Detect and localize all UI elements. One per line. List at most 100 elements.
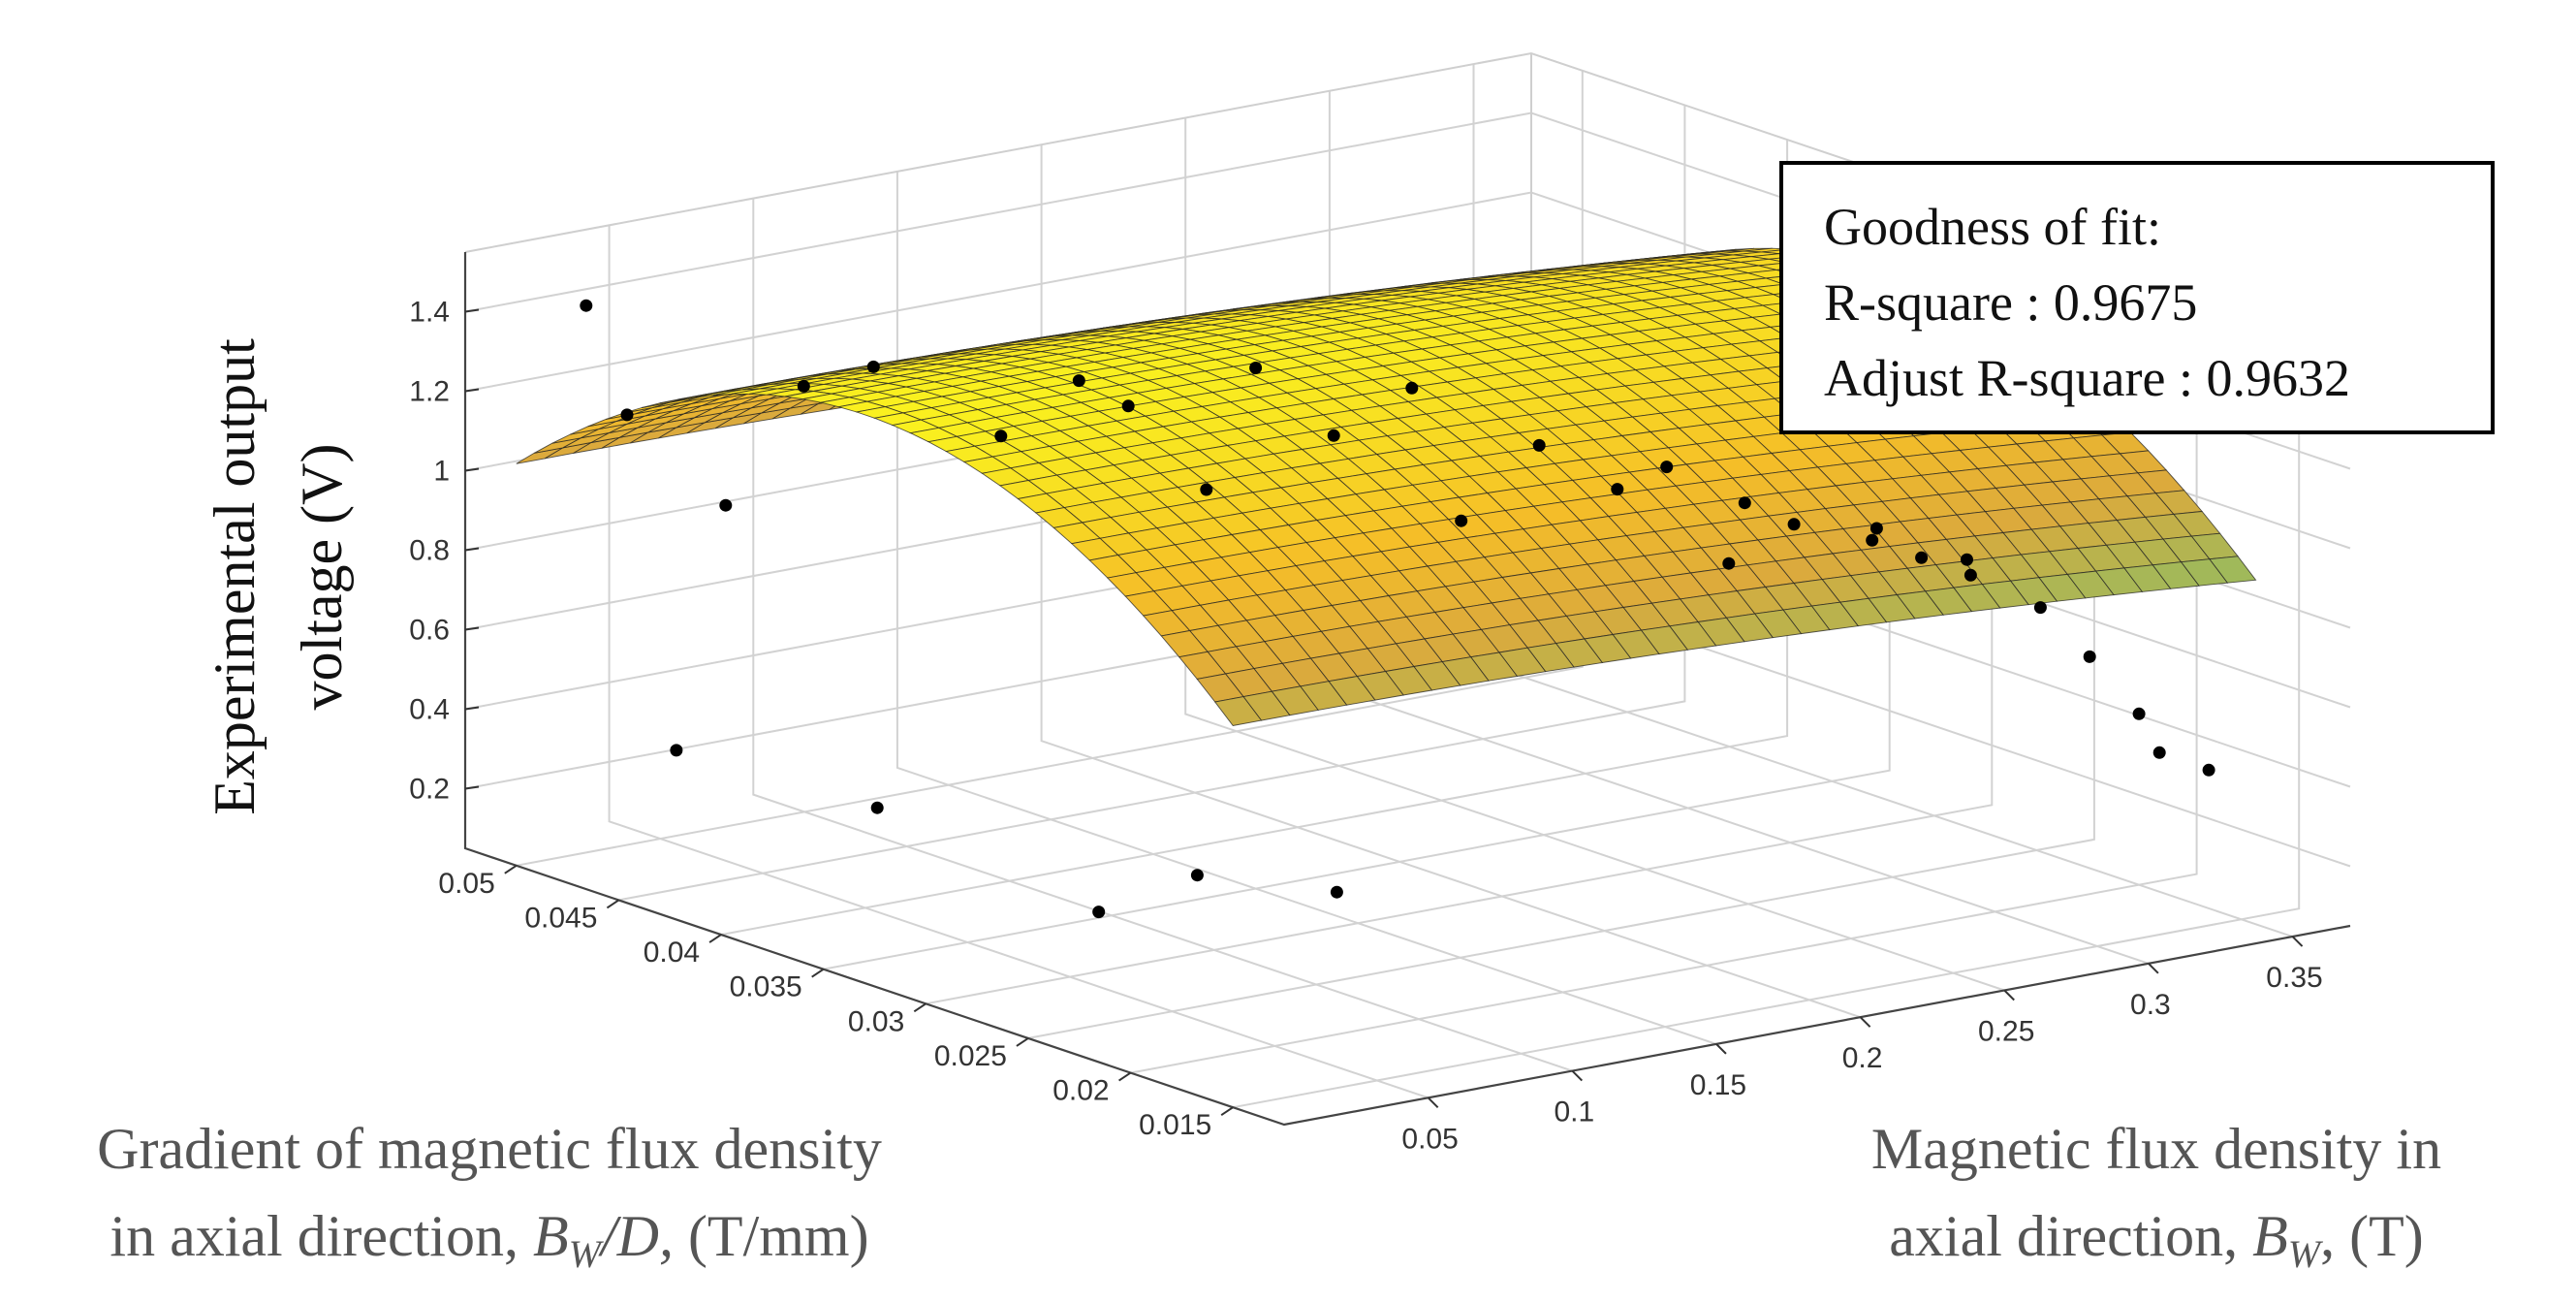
z-tick-label: 1.4 [409, 297, 450, 329]
y-axis-label-sub: W [2288, 1232, 2324, 1276]
data-point [1722, 556, 1736, 570]
x-axis-label-line1: Gradient of magnetic flux density [97, 1117, 882, 1181]
x-axis-label-prefix: in axial direction, [110, 1204, 533, 1268]
data-point [1072, 374, 1085, 388]
y-axis-label-line1: Magnetic flux density in [1871, 1117, 2441, 1181]
data-point [1405, 381, 1419, 395]
z-tick-mark [464, 785, 480, 790]
data-point [1660, 461, 1674, 474]
grid-line-x [1233, 312, 2301, 1109]
data-point [1121, 399, 1135, 413]
floor-pane [465, 650, 2350, 1125]
x-tick-mark [504, 864, 518, 874]
x-axis-label-sub: W [569, 1232, 605, 1276]
x-tick-label: 0.04 [644, 937, 700, 969]
data-point [2202, 763, 2215, 777]
data-point [2083, 650, 2096, 663]
data-point [1915, 551, 1929, 564]
z-tick-mark [464, 308, 480, 313]
y-tick-label: 0.25 [1978, 1016, 2034, 1048]
y-tick-label: 0.3 [2130, 989, 2171, 1021]
z-tick-mark [464, 547, 480, 552]
y-tick-label: 0.05 [1401, 1123, 1458, 1155]
data-point [1738, 496, 1751, 510]
axis-ticks: 0.2 0.4 0.6 0.8 1 1.2 1.4 0.015 0.02 0.025 0.03 0.0… [409, 297, 2322, 1156]
data-point [670, 744, 683, 757]
fit-box-line3: Adjust R-square : 0.9632 [1824, 349, 2350, 407]
y-tick-label: 0.1 [1554, 1096, 1594, 1128]
y-tick-label: 0.35 [2266, 962, 2322, 994]
data-point [1327, 429, 1340, 442]
data-point [580, 299, 593, 312]
x-tick-mark [708, 934, 722, 943]
x-tick-mark [913, 1002, 927, 1013]
fit-box-frame [1779, 161, 2495, 434]
x-tick-label: 0.015 [1139, 1109, 1211, 1141]
x-tick-label: 0.035 [730, 971, 802, 1003]
data-point [1330, 885, 1343, 899]
z-tick-mark [464, 706, 480, 711]
data-point [2033, 601, 2047, 615]
fit-box-line2: R-square : 0.9675 [1824, 273, 2197, 332]
y-tick-mark [2003, 989, 2015, 1001]
data-point [1961, 553, 1973, 566]
data-point [2152, 746, 2166, 759]
z-tick-label: 0.4 [409, 694, 450, 726]
y-tick-mark [1715, 1043, 1727, 1055]
data-point [1455, 514, 1468, 527]
z-tick-label: 0.8 [409, 535, 450, 567]
z-tick-mark [464, 467, 480, 472]
y-axis-label-var: B [2252, 1204, 2288, 1268]
data-point [1092, 906, 1106, 919]
data-point [1611, 483, 1624, 496]
y-tick-mark [1427, 1096, 1439, 1109]
scatter-points [580, 299, 2215, 919]
data-point [1869, 522, 1883, 535]
y-axis-label-line2: axial direction, BW, (T) [1889, 1204, 2423, 1276]
grid-line-x [1130, 277, 2198, 1074]
x-tick-mark [1016, 1037, 1029, 1047]
data-point [1532, 438, 1546, 452]
y-tick-label: 0.15 [1690, 1069, 1746, 1101]
x-axis-label-suffix: /D, [598, 1204, 674, 1268]
data-point [994, 429, 1008, 443]
x-axis-label-unit: (T/mm) [674, 1204, 869, 1268]
x-tick-mark [1118, 1071, 1132, 1082]
z-tick-mark [464, 388, 480, 393]
data-point [620, 408, 634, 422]
y-tick-mark [1859, 1016, 1871, 1028]
x-axis-label: Gradient of magnetic flux density in axi… [97, 1117, 882, 1276]
y-axis-label: Magnetic flux density in axial direction… [1871, 1117, 2441, 1276]
x-tick-label: 0.045 [524, 902, 597, 934]
data-point [870, 801, 884, 814]
x-tick-label: 0.05 [438, 868, 494, 900]
y-tick-mark [1571, 1069, 1584, 1082]
x-tick-label: 0.025 [934, 1040, 1007, 1072]
x-tick-mark [1220, 1106, 1234, 1117]
data-point [719, 498, 733, 512]
z-tick-label: 0.2 [409, 774, 450, 806]
data-point [2132, 707, 2146, 720]
axis-box-back-panes [465, 650, 2350, 1125]
x-axis-label-line2: in axial direction, BW/D, (T/mm) [110, 1204, 868, 1276]
data-point [1866, 533, 1879, 547]
y-axis-label-suffix: , (T) [2320, 1204, 2424, 1268]
x-tick-mark [811, 968, 825, 978]
goodness-of-fit-box: Goodness of fit: R-square : 0.9675 Adjus… [1779, 161, 2495, 434]
z-axis-label-line2: voltage (V) [290, 444, 354, 711]
z-axis-label: Experimental output voltage (V) [203, 338, 354, 815]
surface-patch [1213, 696, 1263, 726]
y-tick-mark [2148, 963, 2159, 974]
z-tick-label: 0.6 [409, 615, 450, 647]
y-axis-label-prefix: axial direction, [1889, 1204, 2252, 1268]
z-axis-label-line1: Experimental output [203, 338, 267, 815]
data-point [1963, 568, 1977, 582]
y-tick-mark [2291, 936, 2304, 947]
z-tick-label: 1 [433, 456, 450, 488]
y-tick-label: 0.2 [1842, 1042, 1883, 1074]
z-tick-mark [464, 626, 480, 631]
x-tick-label: 0.02 [1052, 1075, 1109, 1107]
z-tick-label: 1.2 [409, 376, 450, 408]
data-point [866, 360, 880, 373]
